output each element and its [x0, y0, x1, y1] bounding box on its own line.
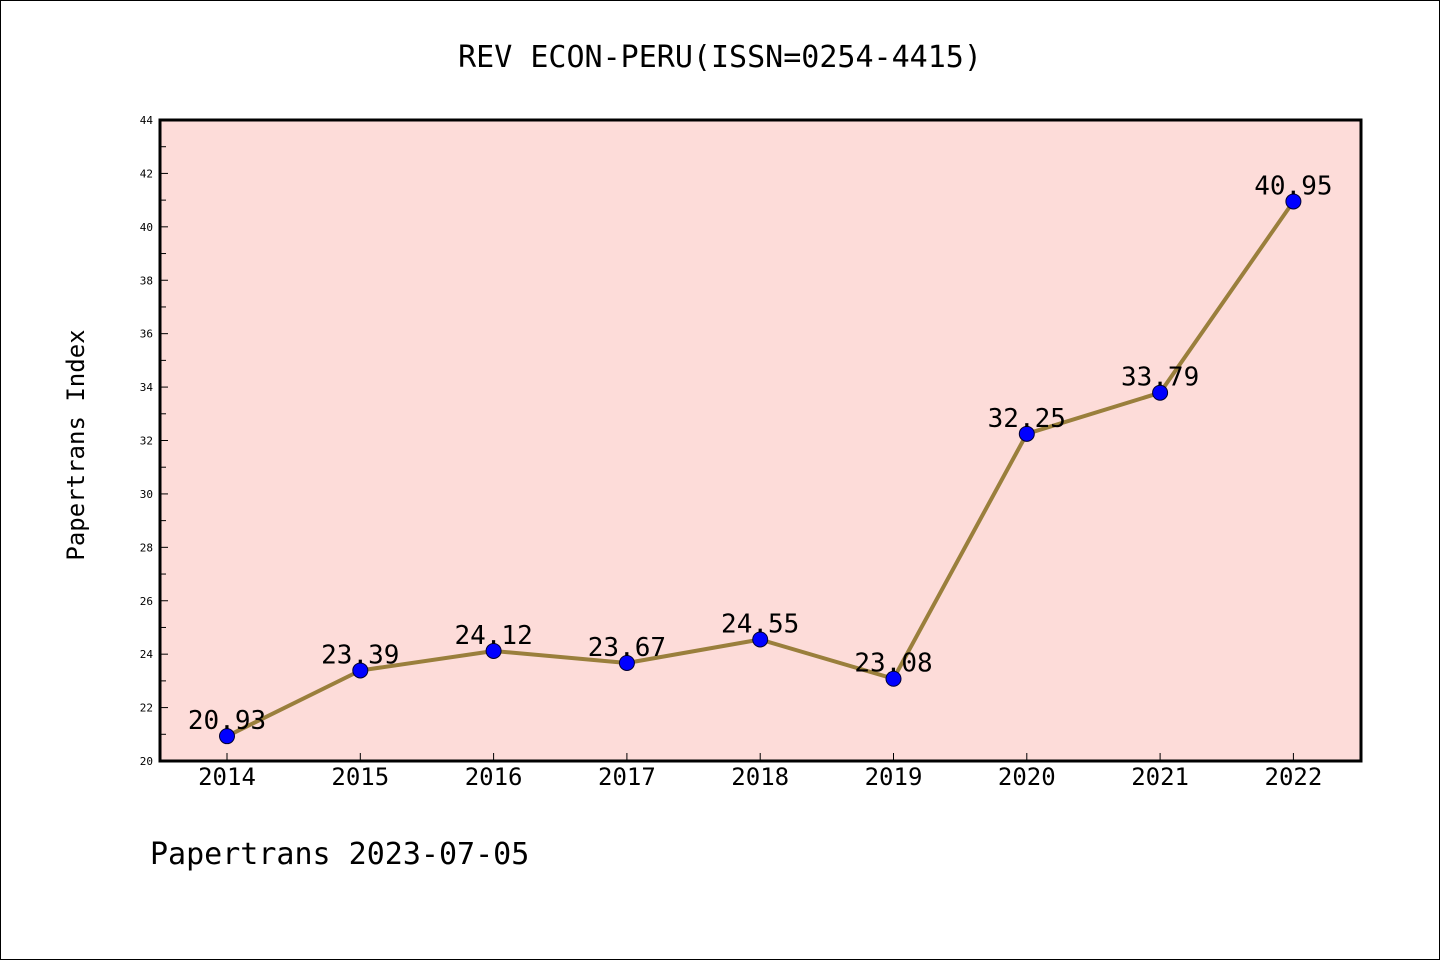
data-label-2019: 23.08 [854, 649, 932, 679]
data-labels: 20.93 23.39 24.12 23.67 24.55 23.08 32.25 33.79… [188, 171, 1333, 736]
data-point-2019 [885, 670, 902, 687]
data-point-2015 [352, 662, 369, 679]
x-tick-label: 2020 [998, 763, 1056, 791]
x-axis-ticks: 2014 2015 2016 2017 2018 2019 2020 2021 2022 [198, 753, 1322, 791]
data-point-2022 [1285, 193, 1302, 210]
chart-title: REV ECON-PERU(ISSN=0254-4415) [458, 40, 982, 75]
data-point-2021 [1152, 384, 1169, 401]
y-tick-label: 40 [140, 221, 153, 234]
x-tick-label: 2016 [465, 763, 523, 791]
x-tick-label: 2019 [865, 763, 923, 791]
data-point-2020 [1018, 425, 1035, 442]
data-point-2014 [219, 728, 235, 745]
data-label-2020: 32.25 [988, 404, 1066, 434]
y-tick-label: 34 [140, 381, 154, 394]
plot-area [160, 120, 1361, 761]
y-tick-label: 32 [140, 435, 153, 448]
data-label-2014: 20.93 [188, 706, 266, 736]
y-tick-label: 24 [140, 648, 154, 661]
x-tick-label: 2017 [598, 763, 656, 791]
footer-text: Papertrans 2023-07-05 [150, 837, 529, 872]
y-tick-label: 44 [140, 114, 154, 127]
data-point-2017 [618, 654, 635, 671]
data-point-2018 [752, 631, 769, 648]
y-tick-label: 20 [140, 755, 153, 768]
y-tick-label: 42 [140, 167, 153, 180]
x-tick-label: 2018 [731, 763, 789, 791]
y-tick-label: 28 [140, 541, 153, 554]
data-label-2021: 33.79 [1121, 363, 1199, 393]
data-label-2016: 24.12 [454, 621, 532, 651]
data-label-2018: 24.55 [721, 609, 799, 639]
y-tick-label: 38 [140, 274, 153, 287]
y-tick-label: 26 [140, 595, 153, 608]
data-markers [219, 193, 1302, 745]
y-tick-label: 36 [140, 328, 153, 341]
x-tick-label: 2022 [1265, 763, 1323, 791]
y-axis-label: Papertrans Index [62, 329, 90, 560]
x-tick-label: 2014 [198, 763, 256, 791]
data-label-2015: 23.39 [321, 640, 399, 670]
x-tick-label: 2015 [331, 763, 389, 791]
y-tick-label: 30 [140, 488, 153, 501]
data-label-2022: 40.95 [1254, 171, 1332, 201]
data-point-2016 [485, 642, 502, 659]
data-label-2017: 23.67 [588, 633, 666, 663]
x-tick-label: 2021 [1131, 763, 1189, 791]
y-tick-label: 22 [140, 702, 153, 715]
plot-border [158, 118, 1363, 763]
